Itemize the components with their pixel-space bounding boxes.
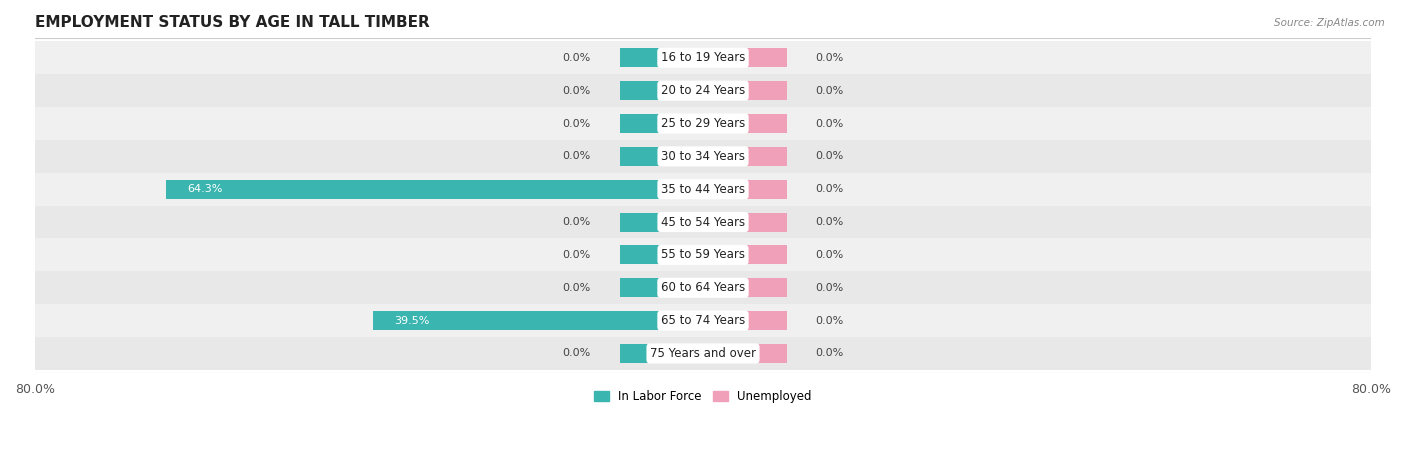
Bar: [35, 272, 1371, 304]
Bar: [620, 212, 703, 232]
Bar: [703, 147, 786, 166]
Text: 0.0%: 0.0%: [562, 53, 591, 63]
Text: 0.0%: 0.0%: [562, 119, 591, 129]
Text: 0.0%: 0.0%: [562, 349, 591, 359]
Text: 16 to 19 Years: 16 to 19 Years: [661, 51, 745, 64]
Text: 0.0%: 0.0%: [562, 283, 591, 293]
Text: 75 Years and over: 75 Years and over: [650, 347, 756, 360]
Bar: [703, 179, 786, 199]
Text: 0.0%: 0.0%: [562, 152, 591, 161]
Text: 65 to 74 Years: 65 to 74 Years: [661, 314, 745, 327]
Text: 0.0%: 0.0%: [562, 86, 591, 96]
Bar: [35, 41, 1371, 74]
Text: Source: ZipAtlas.com: Source: ZipAtlas.com: [1274, 18, 1385, 28]
Bar: [703, 245, 786, 264]
Text: 30 to 34 Years: 30 to 34 Years: [661, 150, 745, 163]
Bar: [35, 206, 1371, 239]
Bar: [703, 278, 786, 297]
Text: 20 to 24 Years: 20 to 24 Years: [661, 84, 745, 97]
Bar: [620, 245, 703, 264]
Bar: [35, 337, 1371, 370]
Text: 25 to 29 Years: 25 to 29 Years: [661, 117, 745, 130]
Text: 0.0%: 0.0%: [815, 316, 844, 326]
Bar: [35, 107, 1371, 140]
Bar: [703, 311, 786, 330]
Text: 45 to 54 Years: 45 to 54 Years: [661, 216, 745, 229]
Legend: In Labor Force, Unemployed: In Labor Force, Unemployed: [589, 385, 817, 407]
Bar: [35, 140, 1371, 173]
Text: 0.0%: 0.0%: [815, 119, 844, 129]
Text: 0.0%: 0.0%: [562, 217, 591, 227]
Text: 35 to 44 Years: 35 to 44 Years: [661, 183, 745, 196]
Text: 0.0%: 0.0%: [815, 53, 844, 63]
Text: 0.0%: 0.0%: [815, 283, 844, 293]
Bar: [35, 173, 1371, 206]
Bar: [620, 278, 703, 297]
Bar: [373, 311, 703, 330]
Bar: [35, 74, 1371, 107]
Bar: [35, 239, 1371, 272]
Text: 0.0%: 0.0%: [815, 349, 844, 359]
Bar: [166, 179, 703, 199]
Bar: [703, 212, 786, 232]
Bar: [703, 48, 786, 67]
Text: 0.0%: 0.0%: [815, 217, 844, 227]
Text: 55 to 59 Years: 55 to 59 Years: [661, 249, 745, 262]
Text: 0.0%: 0.0%: [562, 250, 591, 260]
Text: EMPLOYMENT STATUS BY AGE IN TALL TIMBER: EMPLOYMENT STATUS BY AGE IN TALL TIMBER: [35, 15, 430, 30]
Text: 60 to 64 Years: 60 to 64 Years: [661, 281, 745, 294]
Bar: [35, 304, 1371, 337]
Bar: [620, 344, 703, 363]
Text: 0.0%: 0.0%: [815, 152, 844, 161]
Bar: [620, 81, 703, 100]
Bar: [620, 48, 703, 67]
Bar: [620, 114, 703, 133]
Text: 0.0%: 0.0%: [815, 86, 844, 96]
Text: 39.5%: 39.5%: [394, 316, 429, 326]
Text: 0.0%: 0.0%: [815, 184, 844, 194]
Text: 64.3%: 64.3%: [187, 184, 222, 194]
Bar: [620, 147, 703, 166]
Bar: [703, 344, 786, 363]
Text: 0.0%: 0.0%: [815, 250, 844, 260]
Bar: [703, 81, 786, 100]
Bar: [703, 114, 786, 133]
